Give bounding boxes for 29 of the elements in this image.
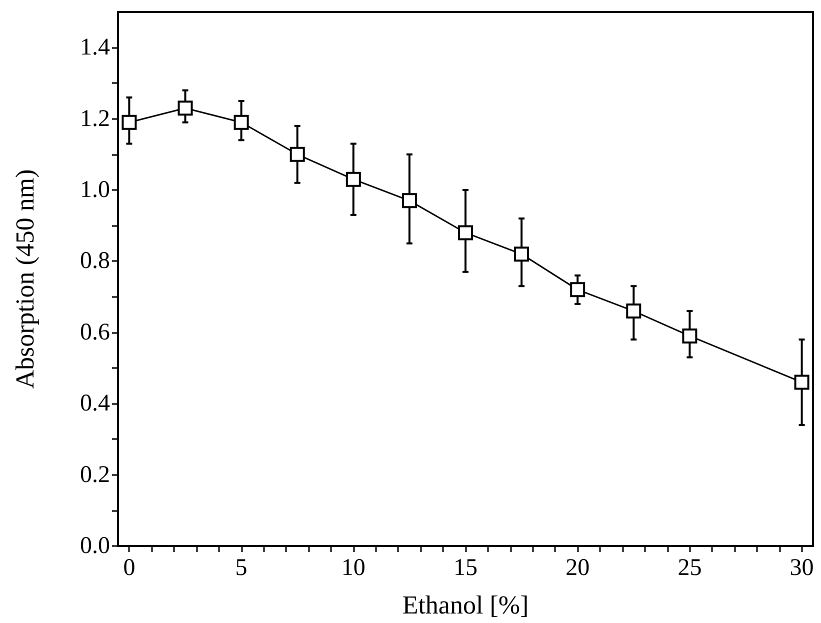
point	[458, 225, 473, 240]
x-tick-label: 0	[123, 555, 136, 581]
x-tick-label: 30	[790, 555, 814, 581]
point	[234, 114, 249, 130]
point	[122, 114, 137, 130]
point	[346, 172, 361, 187]
y-tick-label: 1.4	[80, 34, 110, 61]
x-axis-title: Ethanol [%]	[402, 590, 529, 620]
point	[682, 328, 698, 344]
y-tick-label: 0.8	[80, 248, 110, 274]
y-tick-label: 0.6	[80, 319, 110, 346]
point	[178, 100, 193, 116]
x-tick-label: 5	[235, 555, 248, 581]
x-tick-label: 20	[566, 555, 590, 581]
point	[514, 246, 530, 262]
point	[402, 193, 417, 208]
x-tick-label: 10	[341, 555, 366, 581]
x-tick-label: 15	[454, 555, 478, 581]
y-axis-title: Absorption (450 nm)	[10, 169, 40, 389]
point	[794, 374, 810, 390]
y-tick-label: 1.0	[80, 177, 110, 203]
y-tick-label: 0.0	[80, 533, 110, 559]
y-tick-label: 1.2	[80, 106, 110, 132]
y-tick-label: 0.4	[80, 390, 110, 417]
x-tick-label: 25	[678, 555, 702, 581]
point	[570, 282, 586, 298]
y-tick-label: 0.2	[80, 462, 110, 488]
point	[290, 146, 305, 162]
point	[626, 304, 642, 319]
